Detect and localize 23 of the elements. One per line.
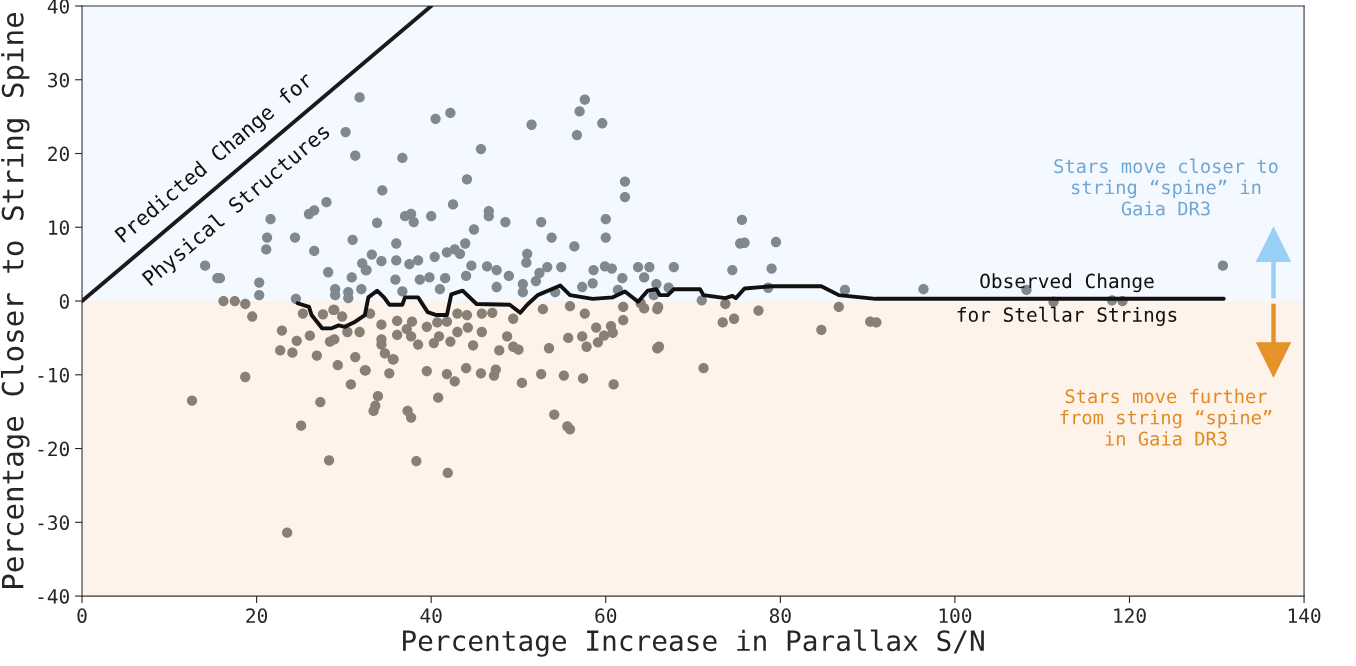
x-tick-label: 60	[595, 608, 617, 624]
x-tick-label: 100	[939, 608, 972, 624]
y-tick-label: 20	[48, 146, 69, 162]
annotation: Stars move closer to string “spine” in Gaia DR3	[1054, 158, 1278, 216]
x-tick-label: 40	[420, 608, 442, 624]
y-tick-label: 40	[47, 0, 69, 14]
y-axis-title: Percentage Closer to String Spine	[0, 13, 30, 588]
x-tick-label: 140	[1288, 608, 1321, 624]
x-tick-label: 120	[1114, 608, 1146, 624]
y-tick-label: -40	[38, 589, 69, 604]
annotation: for Stellar Strings	[957, 306, 1177, 326]
x-tick-label: 0	[77, 608, 87, 624]
y-tick-label: 30	[48, 72, 69, 88]
y-tick-label: 10	[49, 220, 69, 235]
x-tick-label: 20	[246, 608, 268, 624]
y-tick-label: 0	[59, 294, 69, 309]
annotation: Observed Change	[980, 273, 1154, 293]
annotation: Stars move further from string “spine” in Gaia DR3	[1060, 388, 1272, 446]
y-tick-label: -30	[38, 515, 69, 531]
x-axis-title: Percentage Increase in Parallax S/N	[403, 629, 984, 657]
y-tick-label: -10	[38, 367, 69, 383]
y-tick-label: -20	[38, 441, 69, 457]
x-tick-label: 80	[769, 608, 791, 624]
